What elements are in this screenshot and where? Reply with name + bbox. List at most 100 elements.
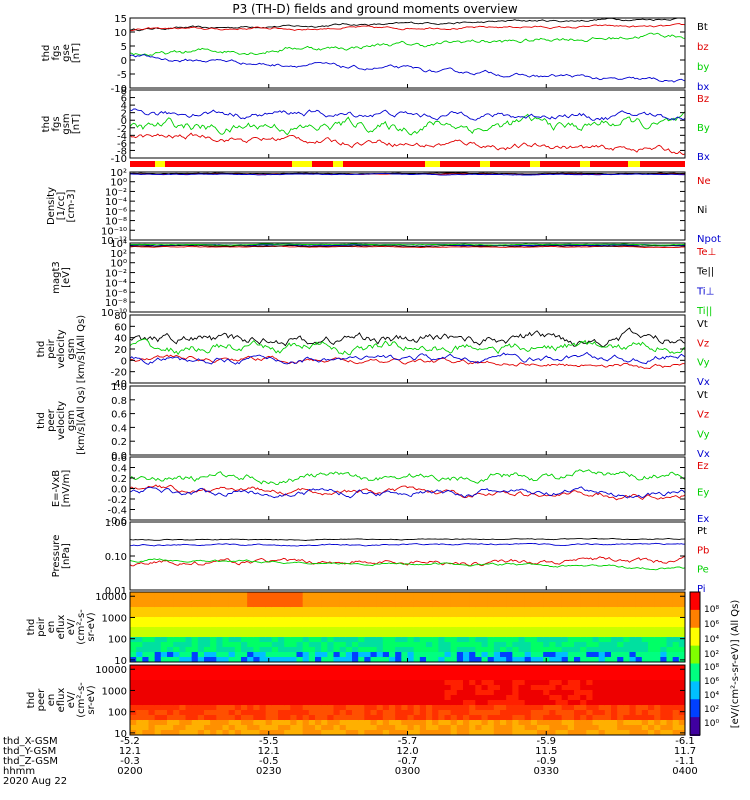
spectrogram-cell-peer-en xyxy=(493,670,501,676)
spectrogram-cell-peir-en xyxy=(530,647,538,653)
spectrogram-cell-peer-en xyxy=(469,675,476,681)
colorbar-tick-label: 10⁶ xyxy=(704,620,719,630)
spectrogram-cell-peir-en xyxy=(401,602,408,608)
spectrogram-cell-peer-en xyxy=(271,695,279,701)
spectrogram-cell-peer-en xyxy=(352,670,359,676)
spectrogram-cell-peir-en xyxy=(567,607,575,613)
spectrogram-cell-peer-en xyxy=(290,715,297,721)
spectrogram-cell-peer-en xyxy=(580,715,587,721)
spectrogram-cell-peer-en xyxy=(370,675,378,681)
spectrogram-cell-peer-en xyxy=(672,710,680,716)
spectrogram-cell-peir-en xyxy=(660,597,667,603)
spectrogram-cell-peir-en xyxy=(444,602,452,608)
spectrogram-cell-peer-en xyxy=(327,700,334,706)
spectrogram-cell-peir-en xyxy=(672,642,680,648)
spectrogram-cell-peir-en xyxy=(333,647,341,653)
spectrogram-cell-peir-en xyxy=(561,622,569,628)
colorbar-tick-label: 10⁴ xyxy=(704,691,719,701)
spectrogram-cell-peer-en xyxy=(265,685,273,691)
spectrogram-cell-peer-en xyxy=(259,725,267,731)
spectrogram-cell-peer-en xyxy=(666,725,674,731)
spectrogram-cell-peir-en xyxy=(487,602,495,608)
spectrogram-cell-peir-en xyxy=(160,622,168,628)
xaxis-value: 0330 xyxy=(534,766,559,777)
spectrogram-cell-peir-en xyxy=(438,627,445,633)
xaxis-value: -0.3 xyxy=(120,756,140,767)
spectrogram-cell-peer-en xyxy=(179,685,186,691)
spectrogram-cell-peer-en xyxy=(167,710,174,716)
spectrogram-cell-peir-en xyxy=(345,607,353,613)
spectrogram-cell-peir-en xyxy=(555,607,563,613)
legend-fgs-gse-by: by xyxy=(697,62,709,73)
spectrogram-cell-peir-en xyxy=(160,627,168,633)
spectrogram-cell-peir-en xyxy=(358,652,365,658)
spectrogram-cell-peir-en xyxy=(463,632,470,638)
spectrogram-cell-peer-en xyxy=(493,665,501,671)
spectrogram-cell-peer-en xyxy=(265,680,273,686)
spectrogram-cell-peir-en xyxy=(469,637,476,643)
spectrogram-cell-peir-en xyxy=(543,617,550,623)
spectrogram-cell-peir-en xyxy=(654,612,661,618)
spectrogram-cell-peir-en xyxy=(641,622,649,628)
spectrogram-cell-peir-en xyxy=(241,642,248,648)
spectrogram-cell-peir-en xyxy=(253,632,260,638)
spectrogram-cell-peir-en xyxy=(284,647,291,653)
spectrogram-cell-peir-en xyxy=(210,597,217,603)
ylabel-peir-vel: thd xyxy=(36,341,47,358)
spectrogram-cell-peir-en xyxy=(450,637,458,643)
spectrogram-cell-peir-en xyxy=(345,647,353,653)
spectrogram-cell-peir-en xyxy=(654,657,661,663)
spectrogram-cell-peer-en xyxy=(537,690,544,696)
xaxis-value: 11.7 xyxy=(674,746,696,757)
spectrogram-cell-peer-en xyxy=(481,715,489,721)
spectrogram-cell-peir-en xyxy=(222,592,230,598)
spectrogram-cell-peir-en xyxy=(234,607,242,613)
spectrogram-cell-peir-en xyxy=(358,657,365,663)
spectrogram-cell-peir-en xyxy=(580,652,587,658)
spectrogram-cell-peir-en xyxy=(648,617,655,623)
spectrogram-cell-peir-en xyxy=(130,597,137,603)
spectrogram-cell-peir-en xyxy=(407,657,415,663)
spectrogram-cell-peir-en xyxy=(574,617,581,623)
spectrogram-cell-peer-en xyxy=(432,720,439,726)
spectrogram-cell-peer-en xyxy=(136,715,143,721)
spectrogram-cell-peir-en xyxy=(290,612,297,618)
spectrogram-cell-peir-en xyxy=(253,602,260,608)
spectrogram-cell-peer-en xyxy=(623,680,630,686)
spectrogram-cell-peer-en xyxy=(426,700,433,706)
spectrogram-cell-peer-en xyxy=(678,680,686,686)
spectrogram-cell-peer-en xyxy=(506,665,513,671)
spectrogram-cell-peir-en xyxy=(228,617,236,623)
spectrogram-cell-peir-en xyxy=(432,637,439,643)
spectrogram-cell-peer-en xyxy=(296,670,304,676)
spectrogram-cell-peer-en xyxy=(555,670,563,676)
spectrogram-cell-peir-en xyxy=(327,627,334,633)
spectrogram-cell-peir-en xyxy=(241,592,248,598)
spectrogram-cell-peer-en xyxy=(623,705,630,711)
spectrogram-cell-peir-en xyxy=(315,607,322,613)
spectrogram-cell-peer-en xyxy=(370,665,378,671)
spectrogram-cell-peer-en xyxy=(500,730,507,736)
spectrogram-cell-peir-en xyxy=(216,657,223,663)
spectrogram-cell-peir-en xyxy=(179,602,186,608)
spectrogram-cell-peer-en xyxy=(592,695,600,701)
spectrogram-cell-peir-en xyxy=(364,637,371,643)
spectrogram-cell-peer-en xyxy=(438,670,445,676)
spectrogram-cell-peir-en xyxy=(537,627,544,633)
spectrogram-cell-peer-en xyxy=(376,730,384,736)
spectrogram-cell-peer-en xyxy=(456,725,464,731)
colorbar-frame xyxy=(689,591,701,736)
spectrogram-cell-peer-en xyxy=(247,720,254,726)
ytick-label-fgs-gse: 15 xyxy=(114,14,127,25)
spectrogram-cell-peer-en xyxy=(574,705,581,711)
spectrogram-cell-peer-en xyxy=(278,720,285,726)
legend-peir-vel-Vy: Vy xyxy=(697,358,710,369)
spectrogram-cell-peer-en xyxy=(432,670,439,676)
spectrogram-cell-peir-en xyxy=(259,632,267,638)
spectrogram-cell-peir-en xyxy=(185,607,193,613)
spectrogram-cell-peir-en xyxy=(419,642,427,648)
spectrogram-cell-peir-en xyxy=(586,597,593,603)
spectrogram-cell-peir-en xyxy=(623,647,630,653)
ytick-label-temp: 10⁻⁴ xyxy=(105,278,127,289)
spectrogram-cell-peir-en xyxy=(265,632,273,638)
